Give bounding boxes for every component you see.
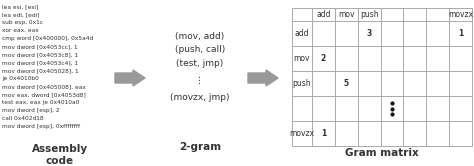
- Text: (test, jmp): (test, jmp): [176, 59, 224, 69]
- Text: ⋮: ⋮: [195, 76, 204, 84]
- Text: mov: mov: [294, 54, 310, 63]
- Text: mov dword [esp], 2: mov dword [esp], 2: [2, 108, 60, 113]
- Text: mov eax, dword [0x4053d8]: mov eax, dword [0x4053d8]: [2, 92, 86, 97]
- Text: 5: 5: [344, 79, 349, 88]
- FancyArrow shape: [248, 70, 278, 86]
- Text: je 0x4010b0: je 0x4010b0: [2, 76, 39, 81]
- Text: push: push: [360, 10, 378, 19]
- Bar: [292, 8, 472, 146]
- Text: mov dword [0x4053c4], 1: mov dword [0x4053c4], 1: [2, 60, 78, 65]
- Text: cmp word [0x400000], 0x5a4d: cmp word [0x400000], 0x5a4d: [2, 36, 93, 41]
- Text: 1: 1: [321, 129, 326, 138]
- Text: mov dword [0x4053cc], 1: mov dword [0x4053cc], 1: [2, 44, 78, 49]
- Text: Gram matrix: Gram matrix: [345, 148, 419, 158]
- Text: lea esi, [esi]: lea esi, [esi]: [2, 4, 38, 9]
- Text: 3: 3: [366, 29, 372, 38]
- Text: sub esp, 0x1c: sub esp, 0x1c: [2, 20, 43, 25]
- Text: lea edi, [edi]: lea edi, [edi]: [2, 12, 40, 17]
- Text: mov: mov: [338, 10, 355, 19]
- Text: 1: 1: [458, 29, 463, 38]
- Text: mov dword [0x405008], eax: mov dword [0x405008], eax: [2, 84, 86, 89]
- Text: mov dword [esp], 0xffffffff: mov dword [esp], 0xffffffff: [2, 124, 80, 129]
- Text: add: add: [316, 10, 331, 19]
- Text: mov dword [0x4053c8], 1: mov dword [0x4053c8], 1: [2, 52, 78, 57]
- Text: movzx: movzx: [448, 10, 473, 19]
- Text: Assembly
code: Assembly code: [32, 144, 88, 166]
- FancyArrow shape: [115, 70, 145, 86]
- Text: 2: 2: [321, 54, 326, 63]
- Text: (mov, add): (mov, add): [175, 32, 225, 41]
- Text: add: add: [295, 29, 309, 38]
- Bar: [292, 8, 472, 146]
- Text: (movzx, jmp): (movzx, jmp): [170, 93, 230, 102]
- Text: test eax, eax je 0x4010a0: test eax, eax je 0x4010a0: [2, 100, 79, 105]
- Text: 2-gram: 2-gram: [179, 142, 221, 152]
- Text: call 0x402d18: call 0x402d18: [2, 116, 44, 121]
- Text: push: push: [292, 79, 311, 88]
- Text: movzx: movzx: [290, 129, 315, 138]
- Text: xor eax, eax: xor eax, eax: [2, 28, 39, 33]
- Text: (push, call): (push, call): [175, 45, 225, 54]
- Text: mov dword [0x405028], 1: mov dword [0x405028], 1: [2, 68, 79, 73]
